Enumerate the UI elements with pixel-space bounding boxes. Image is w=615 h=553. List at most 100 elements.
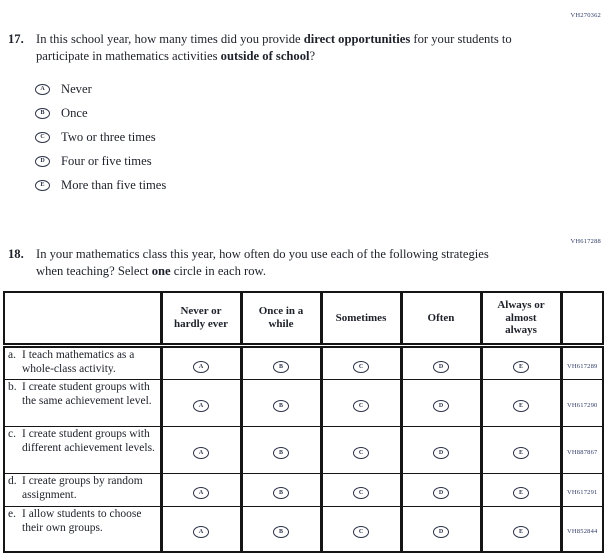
row-stem: e. I allow students to choose their own g…	[3, 506, 162, 552]
question-18-number: 18.	[8, 247, 24, 261]
answer-oval-d[interactable]: D	[433, 487, 449, 499]
answer-cell: B	[239, 426, 322, 474]
answer-oval-d[interactable]: D	[433, 400, 449, 412]
answer-oval-a[interactable]: A	[193, 447, 209, 459]
table-row-e: e. I allow students to choose their own g…	[3, 506, 604, 552]
row-letter: a.	[8, 349, 16, 361]
answer-cell: D	[399, 426, 482, 474]
answer-cell: D	[399, 473, 482, 507]
column-header-once-in-a-while: Once in a while	[239, 291, 322, 348]
answer-cell: A	[159, 426, 242, 474]
option-row-two-or-three: C Two or three times	[35, 125, 166, 149]
row-text: I create groups by random assignment.	[22, 475, 143, 501]
answer-oval-a[interactable]: A	[35, 83, 50, 95]
table-header-row: Never or hardly ever Once in a while Som…	[3, 291, 604, 348]
row-text: I allow students to choose their own gro…	[22, 508, 142, 534]
answer-oval-b[interactable]: B	[273, 487, 289, 499]
answer-oval-a[interactable]: A	[193, 360, 209, 373]
answer-cell: C	[319, 506, 402, 552]
row-code-cell: VH617289	[559, 345, 604, 380]
question-18-text-segment: In your mathematics class this year, how…	[36, 247, 489, 278]
answer-oval-b[interactable]: B	[273, 447, 289, 459]
row-text: I create student groups with different a…	[22, 428, 155, 454]
table-row-d: d. I create groups by random assignment. …	[3, 473, 604, 507]
question-17-code: VH270362	[570, 12, 601, 19]
answer-oval-c[interactable]: C	[353, 487, 369, 499]
question-17-bold-segment: outside of school	[220, 48, 310, 63]
table-row-b: b. I create student groups with the same …	[3, 379, 604, 427]
answer-cell: D	[399, 379, 482, 427]
question-17-text-segment: In this school year, how many times did …	[36, 32, 304, 46]
question-17-number: 17.	[8, 32, 24, 46]
answer-cell: B	[239, 506, 322, 552]
answer-oval-b[interactable]: B	[35, 107, 50, 119]
answer-cell: B	[239, 379, 322, 427]
answer-oval-c[interactable]: C	[353, 525, 369, 538]
answer-oval-e[interactable]: E	[513, 525, 529, 538]
answer-oval-e[interactable]: E	[513, 447, 529, 459]
column-header-often: Often	[399, 291, 482, 348]
row-code: VH887867	[567, 449, 598, 456]
row-code: VH852844	[567, 527, 598, 535]
answer-cell: D	[399, 506, 482, 552]
table-row-c: c. I create student groups with different…	[3, 426, 604, 474]
answer-oval-c[interactable]: C	[353, 360, 369, 373]
answer-oval-a[interactable]: A	[193, 487, 209, 499]
row-code: VH617290	[567, 402, 598, 409]
answer-oval-d[interactable]: D	[433, 447, 449, 459]
column-header-sometimes: Sometimes	[319, 291, 402, 348]
answer-oval-b[interactable]: B	[273, 525, 289, 538]
column-header-never: Never or hardly ever	[159, 291, 242, 348]
answer-oval-b[interactable]: B	[273, 360, 289, 373]
answer-oval-a[interactable]: A	[193, 525, 209, 538]
question-18-text-segment: circle in each row.	[170, 263, 266, 278]
answer-cell: C	[319, 473, 402, 507]
question-17-text-segment: for your students to participate in math…	[36, 32, 512, 63]
answer-cell: A	[159, 379, 242, 427]
row-code: VH617291	[567, 489, 598, 496]
row-code-cell: VH852844	[559, 506, 604, 552]
row-stem: c. I create student groups with different…	[3, 426, 162, 474]
option-label: Once	[61, 105, 88, 120]
answer-cell: C	[319, 379, 402, 427]
answer-oval-d[interactable]: D	[35, 155, 50, 167]
answer-oval-c[interactable]: C	[353, 447, 369, 459]
answer-oval-e[interactable]: E	[513, 400, 529, 412]
table-row-a: a. I teach mathematics as a whole-class a…	[3, 345, 604, 380]
row-letter: b.	[8, 381, 17, 393]
answer-oval-b[interactable]: B	[273, 400, 289, 412]
question-17: 17. In this school year, how many times …	[8, 31, 528, 64]
answer-oval-d[interactable]: D	[433, 360, 449, 373]
answer-cell: D	[399, 345, 482, 380]
option-row-four-or-five: D Four or five times	[35, 149, 166, 173]
answer-oval-c[interactable]: C	[353, 400, 369, 412]
row-code-cell: VH887867	[559, 426, 604, 474]
strategies-table: Never or hardly ever Once in a while Som…	[3, 291, 604, 553]
answer-cell: E	[479, 473, 562, 507]
answer-cell: A	[159, 345, 242, 380]
row-letter: e.	[8, 508, 16, 520]
row-letter: c.	[8, 428, 16, 440]
option-row-more-than-five: E More than five times	[35, 173, 166, 197]
answer-cell: C	[319, 345, 402, 380]
answer-cell: B	[239, 345, 322, 380]
row-stem: d. I create groups by random assignment.	[3, 473, 162, 507]
row-code-cell: VH617290	[559, 379, 604, 427]
answer-oval-e[interactable]: E	[513, 360, 529, 373]
answer-oval-e[interactable]: E	[513, 487, 529, 499]
question-17-text-segment: ?	[309, 48, 316, 63]
option-label: Four or five times	[61, 153, 152, 168]
answer-oval-a[interactable]: A	[193, 400, 209, 412]
answer-cell: E	[479, 345, 562, 380]
code-header-cell	[559, 291, 604, 348]
answer-oval-c[interactable]: C	[35, 131, 50, 143]
answer-oval-e[interactable]: E	[35, 179, 50, 191]
row-letter: d.	[8, 475, 17, 487]
row-code: VH617289	[567, 362, 598, 370]
question-18-text: In your mathematics class this year, how…	[36, 246, 504, 279]
question-18: 18. In your mathematics class this year,…	[8, 246, 504, 279]
column-header-always: Always or almost always	[479, 291, 562, 348]
answer-oval-d[interactable]: D	[433, 525, 449, 538]
answer-cell: B	[239, 473, 322, 507]
